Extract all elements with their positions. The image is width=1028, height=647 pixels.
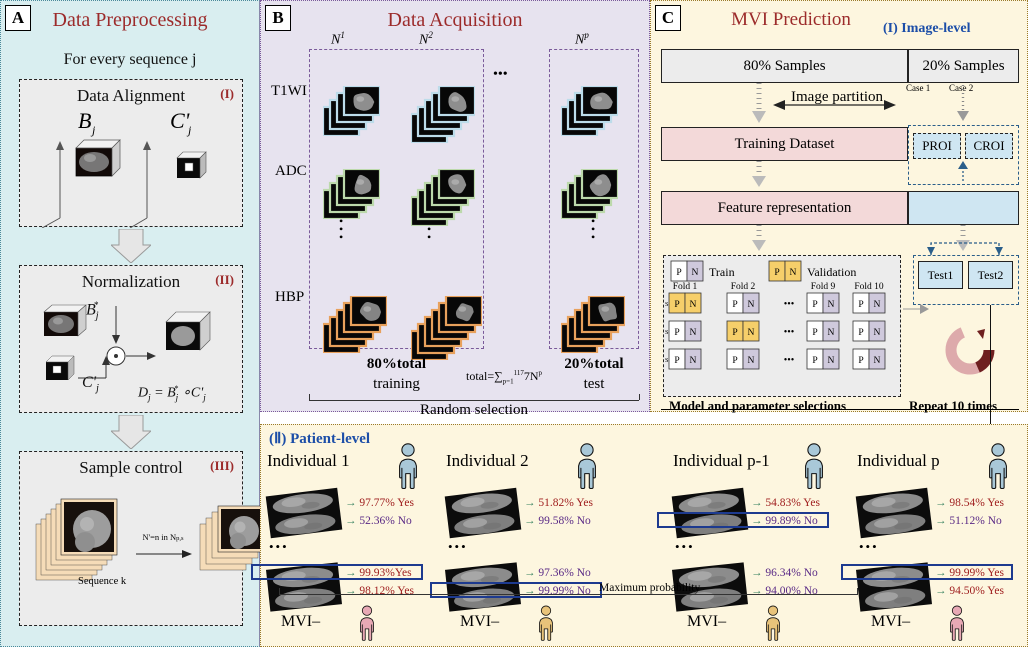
svg-text:P: P — [674, 299, 679, 310]
svg-text:•••: ••• — [784, 299, 795, 310]
svg-text:P: P — [674, 327, 679, 338]
svg-text:Case 1: Case 1 — [906, 83, 930, 93]
svg-text:Train: Train — [709, 265, 735, 279]
svg-text:N: N — [874, 327, 881, 338]
svg-text:P: P — [676, 267, 681, 278]
svg-text:Fold 1: Fold 1 — [673, 282, 698, 292]
svg-text:P: P — [858, 299, 863, 310]
svg-text:N: N — [690, 299, 697, 310]
svg-text:N: N — [748, 299, 755, 310]
svg-text:P: P — [812, 299, 817, 310]
svg-text:P: P — [812, 327, 817, 338]
svg-text:N: N — [690, 355, 697, 366]
svg-text:N: N — [748, 327, 755, 338]
svg-text:B: B — [78, 108, 91, 133]
svg-text:N: N — [690, 327, 697, 338]
svg-text:N: N — [790, 267, 797, 278]
svg-text:N: N — [874, 299, 881, 310]
svg-text:P: P — [732, 299, 737, 310]
svg-text:P: P — [858, 327, 863, 338]
svg-text:P: P — [812, 355, 817, 366]
svg-text:N: N — [692, 267, 699, 278]
svg-text:P: P — [858, 355, 863, 366]
svg-text:Validation: Validation — [807, 265, 856, 279]
svg-text:Fold 2: Fold 2 — [731, 282, 756, 292]
svg-text:P: P — [732, 327, 737, 338]
svg-text:•••: ••• — [784, 327, 795, 338]
svg-text:N: N — [828, 299, 835, 310]
svg-text:N: N — [874, 355, 881, 366]
svg-text:N: N — [748, 355, 755, 366]
svg-text:Fold 10: Fold 10 — [854, 282, 884, 292]
svg-text:N: N — [828, 327, 835, 338]
svg-text:Case 2: Case 2 — [949, 83, 973, 93]
svg-text:•••: ••• — [784, 355, 795, 366]
svg-text:N: N — [828, 355, 835, 366]
svg-text:Image partition: Image partition — [791, 89, 884, 105]
svg-text:P: P — [674, 355, 679, 366]
svg-text:Fold 9: Fold 9 — [811, 282, 836, 292]
svg-text:P: P — [774, 267, 779, 278]
svg-text:P: P — [732, 355, 737, 366]
svg-text:C': C' — [170, 108, 190, 133]
